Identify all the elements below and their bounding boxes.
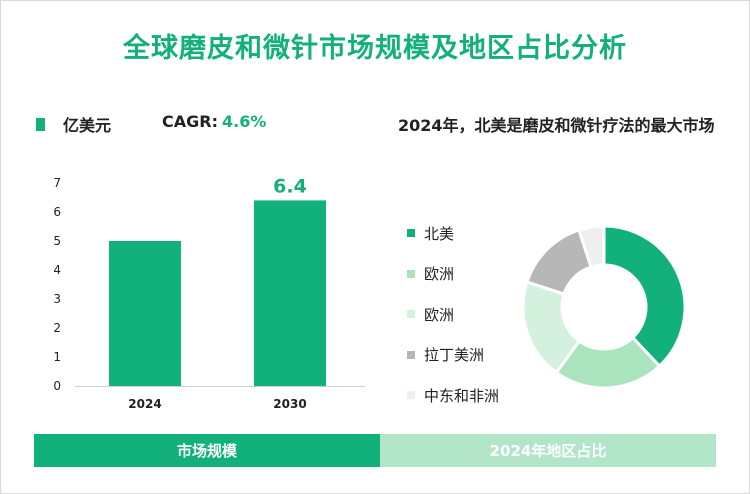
legend-swatch — [407, 350, 415, 359]
legend-unit-label: 亿美元 — [63, 116, 112, 135]
y-tick-label: 2 — [53, 321, 61, 335]
y-tick-label: 5 — [53, 234, 61, 248]
pie-legend-label: 中东和非洲 — [424, 386, 500, 405]
pie-legend: 北美 欧洲 欧洲 拉丁美洲 中东和非洲 — [407, 213, 499, 416]
legend-swatch — [407, 229, 415, 238]
donut-slice-0 — [602, 224, 687, 369]
data-label: 6.4 — [273, 175, 307, 197]
footer-regional-share: 2024年地区占比 — [380, 434, 716, 467]
cagr-text: CAGR: 4.6% — [162, 112, 266, 131]
pie-chart-title: 2024年，北美是磨皮和微针疗法的最大市场 — [398, 116, 715, 135]
pie-legend-label: 欧洲 — [424, 305, 455, 324]
pie-legend-item: 拉丁美洲 — [407, 335, 499, 376]
y-tick-label: 6 — [53, 205, 61, 219]
page-title: 全球磨皮和微针市场规模及地区占比分析 — [123, 33, 627, 64]
pie-legend-label: 欧洲 — [424, 265, 455, 284]
y-tick-label: 4 — [53, 263, 61, 277]
bar-2024 — [109, 241, 181, 386]
x-tick-label: 2024 — [128, 397, 161, 411]
pie-legend-item: 北美 — [407, 213, 499, 254]
pie-legend-item: 中东和非洲 — [407, 375, 499, 416]
pie-legend-label: 拉丁美洲 — [424, 346, 485, 365]
bar-2030 — [254, 200, 326, 386]
pie-legend-item: 欧洲 — [407, 294, 499, 335]
bar-legend: 亿美元 — [36, 112, 111, 136]
cagr-label: CAGR: — [162, 112, 218, 131]
y-tick-label: 7 — [53, 176, 61, 190]
donut-chart — [521, 224, 687, 390]
y-tick-label: 0 — [53, 379, 61, 393]
bar-chart: 0 1 2 3 4 5 6 7 2024 2030 6.4 — [53, 175, 365, 411]
cagr-value: 4.6% — [221, 112, 267, 131]
y-tick-label: 1 — [53, 350, 61, 364]
legend-swatch — [407, 391, 415, 400]
legend-swatch — [407, 269, 415, 278]
legend-swatch — [407, 310, 415, 319]
legend-swatch — [36, 117, 45, 131]
footer-market-size: 市场规模 — [34, 434, 380, 467]
pie-legend-label: 北美 — [424, 224, 455, 243]
donut-slice-4 — [577, 224, 606, 269]
pie-legend-item: 欧洲 — [407, 254, 499, 295]
y-tick-label: 3 — [53, 292, 61, 306]
x-tick-label: 2030 — [273, 397, 306, 411]
